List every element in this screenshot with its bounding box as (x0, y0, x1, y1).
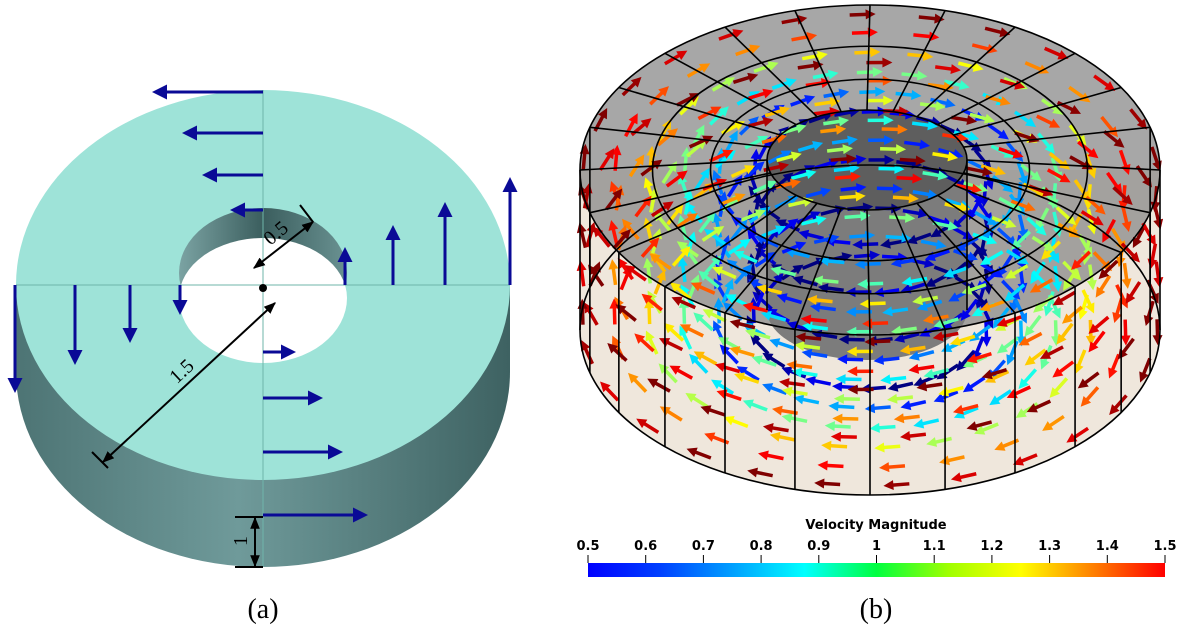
colorbar-tick-label: 1.5 (1153, 539, 1176, 554)
colorbar-tick-label: 1.1 (923, 539, 946, 554)
panel-b: Velocity Magnitude 0.5 0.6 0.7 0.8 0.9 1 1.1 1.… (576, 5, 1176, 625)
colorbar-tick-label: 1.2 (980, 539, 1003, 554)
colorbar-title: Velocity Magnitude (805, 518, 946, 533)
colorbar-ticks: 0.5 0.6 0.7 0.8 0.9 1 1.1 1.2 1.3 1.4 1.5 (576, 539, 1176, 563)
colorbar-tick-label: 0.9 (807, 539, 830, 554)
height-label: 1 (230, 536, 252, 546)
panel-a: 0.5 1.5 1 (a) (15, 90, 510, 625)
colorbar-tick-label: 0.5 (576, 539, 599, 554)
colorbar-tick-label: 1.4 (1096, 539, 1119, 554)
colorbar-tick-label: 0.8 (750, 539, 773, 554)
colorbar-tick-label: 0.6 (634, 539, 657, 554)
panel-label: (a) (247, 594, 278, 625)
panel-label: (b) (860, 594, 893, 625)
colorbar (588, 563, 1165, 577)
colorbar-tick-label: 1.3 (1038, 539, 1061, 554)
figure: 0.5 1.5 1 (a) Velocity Magnitude 0.50.60… (0, 0, 1186, 640)
colorbar-tick-label: 1 (872, 539, 881, 554)
colorbar-tick-label: 0.7 (692, 539, 715, 554)
center-point (259, 284, 267, 292)
